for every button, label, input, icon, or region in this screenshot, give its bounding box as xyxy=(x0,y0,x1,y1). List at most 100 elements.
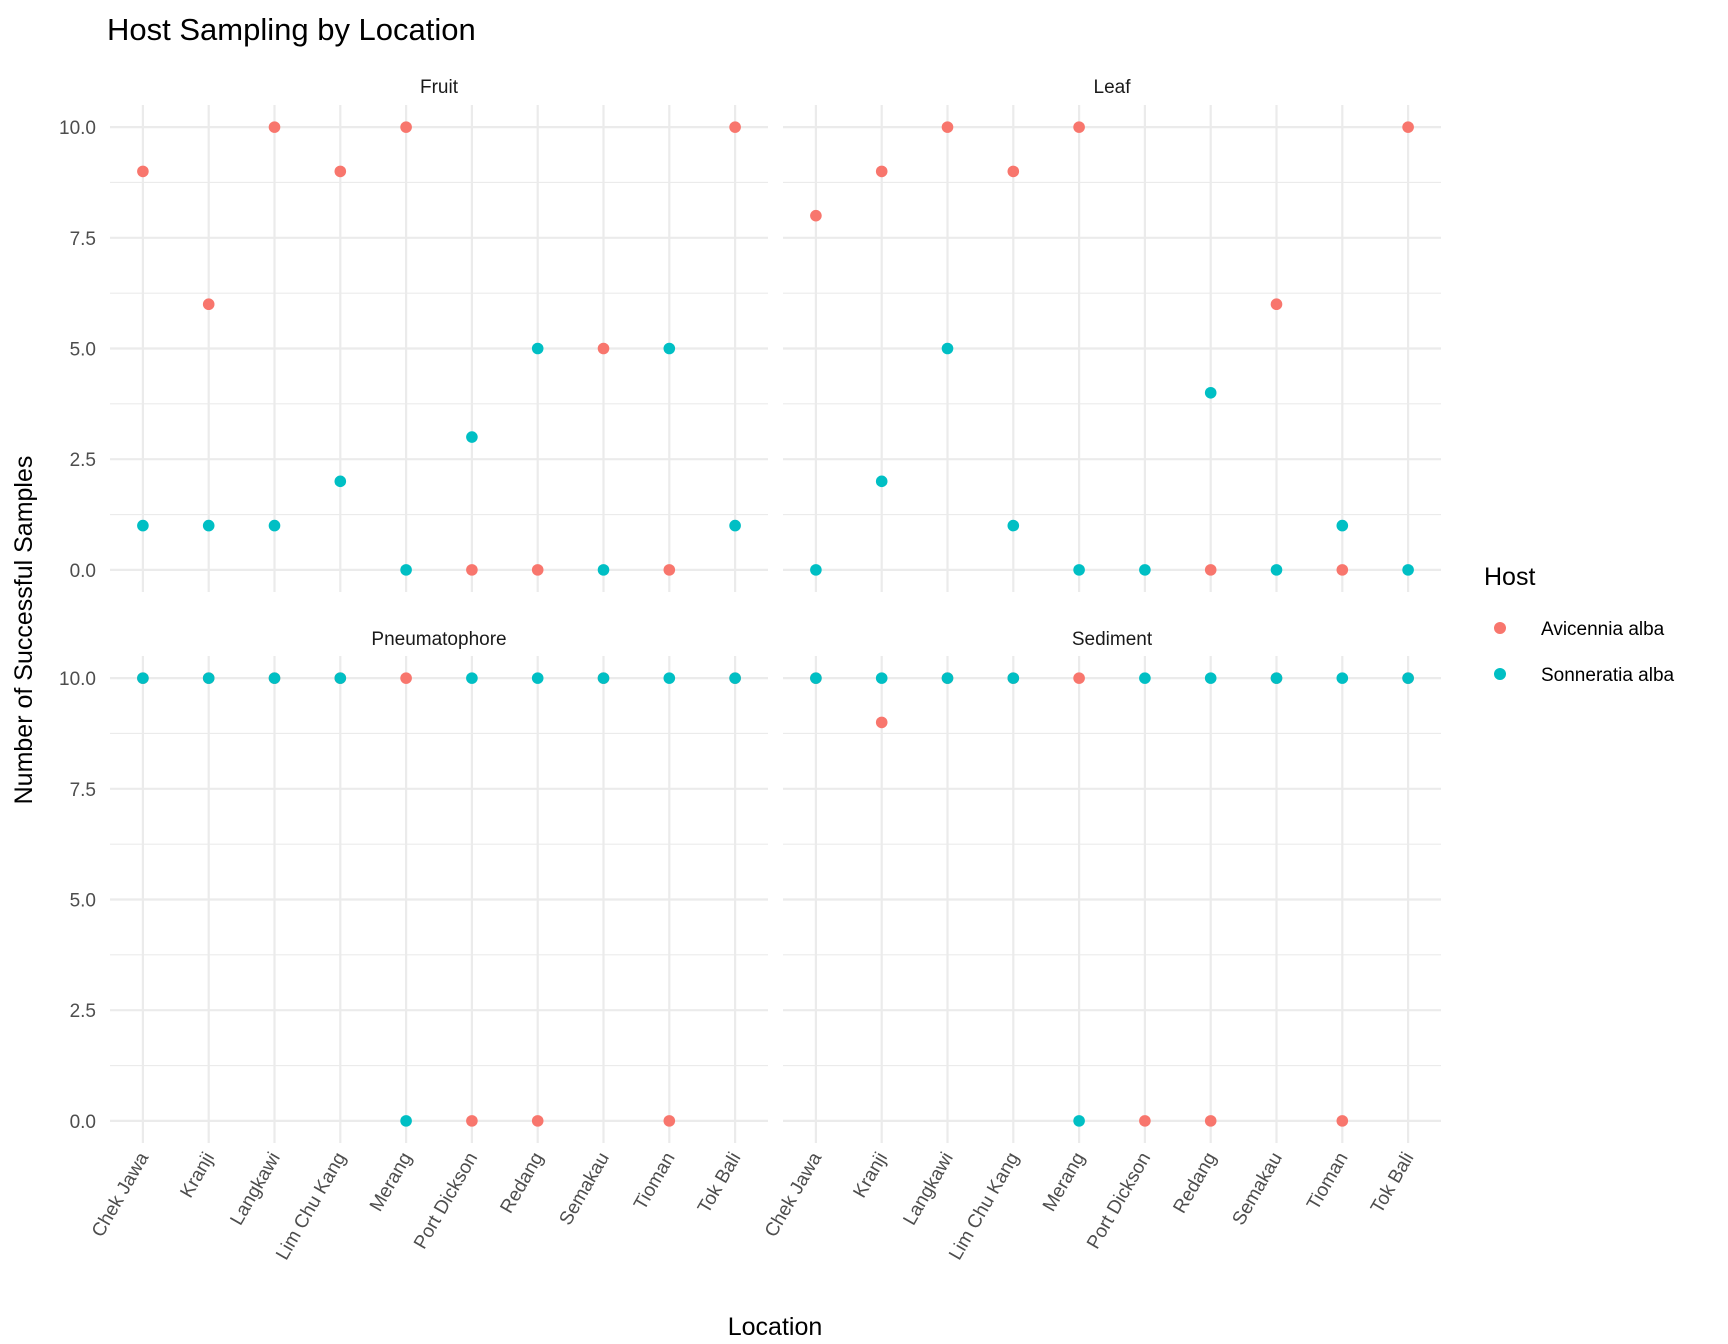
data-point xyxy=(400,564,412,576)
x-tick-label: Port Dickson xyxy=(1083,1149,1155,1253)
data-point xyxy=(941,342,954,355)
data-point xyxy=(137,165,149,178)
data-point xyxy=(1336,519,1349,532)
y-tick-label: 0.0 xyxy=(70,561,96,582)
y-tick-label: 0.0 xyxy=(70,1112,96,1133)
facet-panel-leaf: Leaf xyxy=(783,77,1441,592)
legend: Host Avicennia alba Sonneratia alba xyxy=(1484,563,1675,686)
facet-panel-fruit: Fruit xyxy=(110,77,768,592)
y-tick-labels: 0.0 2.5 5.0 7.5 10.0 0.0 2.5 5.0 7.5 10.0 xyxy=(59,118,96,1133)
data-point xyxy=(729,519,741,532)
data-point xyxy=(1204,1115,1217,1127)
data-point xyxy=(268,121,281,133)
data-point xyxy=(663,564,676,576)
data-point xyxy=(1270,564,1283,576)
data-point xyxy=(531,1115,544,1127)
legend-key xyxy=(1494,622,1506,634)
data-point xyxy=(1204,386,1217,399)
data-point xyxy=(466,564,478,576)
y-tick-label: 10.0 xyxy=(59,118,96,139)
data-point xyxy=(729,121,741,133)
facet-strip-label: Pneumatophore xyxy=(371,629,506,650)
data-point xyxy=(597,342,610,355)
data-point xyxy=(1073,121,1085,133)
x-tick-label: Langkawi xyxy=(227,1149,285,1229)
x-tick-label: Tok Bali xyxy=(694,1149,745,1217)
legend-label: Sonneratia alba xyxy=(1541,665,1675,686)
data-point xyxy=(597,672,610,684)
data-point xyxy=(1139,1115,1151,1127)
y-tick-label: 10.0 xyxy=(59,669,96,690)
data-point xyxy=(1073,672,1085,684)
data-point xyxy=(1007,519,1020,532)
x-tick-label: Kranji xyxy=(177,1149,219,1202)
x-tick-label: Redang xyxy=(497,1149,548,1217)
data-point xyxy=(202,519,215,532)
data-point xyxy=(202,298,215,311)
data-point xyxy=(1402,564,1414,576)
x-tick-label: Tioman xyxy=(630,1149,680,1214)
x-tick-label: Kranji xyxy=(850,1149,892,1202)
data-point xyxy=(1007,165,1020,178)
y-axis-title: Number of Successful Samples xyxy=(10,456,38,805)
data-point xyxy=(663,672,676,684)
x-tick-label: Chek Jawa xyxy=(761,1149,826,1241)
x-tick-label: Lim Chu Kang xyxy=(272,1149,350,1264)
data-point xyxy=(941,121,954,133)
data-point xyxy=(466,672,478,684)
data-point xyxy=(941,672,954,684)
y-tick-label: 7.5 xyxy=(70,229,96,250)
data-point xyxy=(875,672,888,684)
data-point xyxy=(1402,672,1414,684)
data-point xyxy=(334,165,347,178)
legend-label: Avicennia alba xyxy=(1541,619,1665,640)
facet-panel-sediment: Sediment xyxy=(783,629,1441,1143)
y-tick-label: 2.5 xyxy=(70,1001,96,1022)
facet-panel-pneumatophore: Pneumatophore xyxy=(110,629,768,1143)
data-point xyxy=(1270,672,1283,684)
x-tick-label: Redang xyxy=(1170,1149,1221,1217)
x-tick-label: Lim Chu Kang xyxy=(945,1149,1023,1264)
x-tick-label: Port Dickson xyxy=(410,1149,482,1253)
legend-title: Host xyxy=(1484,563,1535,591)
data-point xyxy=(531,564,544,576)
legend-item: Avicennia alba xyxy=(1494,619,1665,640)
data-point xyxy=(1402,121,1414,133)
data-point xyxy=(334,475,347,488)
x-tick-label: Merang xyxy=(1039,1149,1089,1215)
data-point xyxy=(1336,672,1349,684)
data-point xyxy=(400,121,412,133)
y-tick-label: 5.0 xyxy=(70,340,96,361)
data-point xyxy=(663,342,676,355)
data-point xyxy=(875,716,888,729)
data-point xyxy=(1336,1115,1349,1127)
data-point xyxy=(400,1115,412,1127)
data-point xyxy=(1270,298,1283,311)
data-point xyxy=(810,209,822,222)
data-point xyxy=(1139,564,1151,576)
x-tick-label: Semakau xyxy=(556,1149,614,1229)
data-point xyxy=(663,1115,676,1127)
data-point xyxy=(334,672,347,684)
y-tick-label: 2.5 xyxy=(70,450,96,471)
x-tick-label: Chek Jawa xyxy=(88,1149,153,1241)
x-axis-title: Location xyxy=(728,1313,823,1341)
data-point xyxy=(1139,672,1151,684)
facet-strip-label: Fruit xyxy=(420,77,459,98)
data-point xyxy=(1204,672,1217,684)
data-point xyxy=(875,165,888,178)
data-point xyxy=(466,431,478,443)
legend-item: Sonneratia alba xyxy=(1494,665,1675,686)
x-tick-label: Langkawi xyxy=(900,1149,958,1229)
data-point xyxy=(729,672,741,684)
data-point xyxy=(531,342,544,355)
facet-strip-label: Leaf xyxy=(1094,77,1132,98)
x-tick-label: Semakau xyxy=(1229,1149,1287,1229)
legend-key xyxy=(1494,668,1506,680)
x-tick-label: Merang xyxy=(366,1149,416,1215)
chart-title: Host Sampling by Location xyxy=(107,12,476,47)
facet-panels: Fruit Leaf Pneumatophore Sediment xyxy=(110,77,1441,1143)
data-point xyxy=(810,564,822,576)
